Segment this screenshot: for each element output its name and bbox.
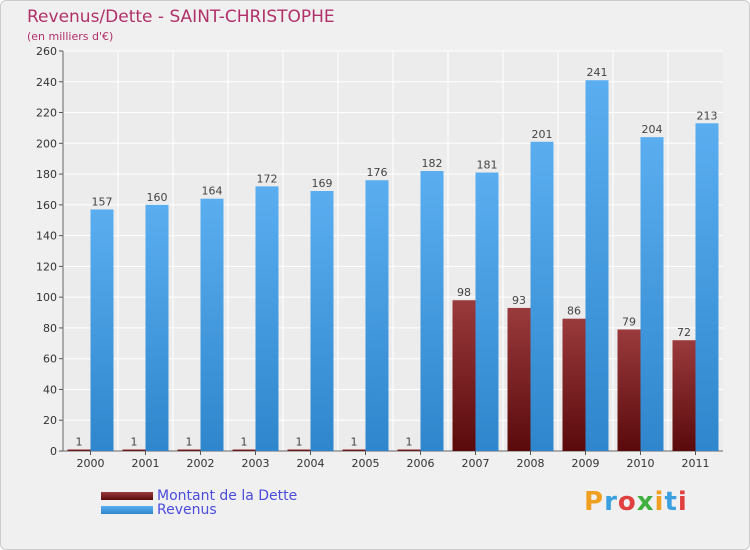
bar-debt-2009 (562, 318, 586, 451)
legend-swatch-revenus (101, 506, 153, 514)
legend-label-debt: Montant de la Dette (157, 488, 298, 504)
data-label-debt-2011: 72 (677, 326, 691, 339)
x-tick-label-2006: 2006 (407, 457, 435, 470)
data-label-debt-2008: 93 (512, 294, 526, 307)
legend-item-revenus: Revenus (101, 502, 217, 518)
logo-letter: o (617, 487, 637, 517)
data-label-revenus-2011: 213 (697, 109, 718, 122)
bar-revenus-2009 (585, 80, 609, 451)
y-tick-label: 120 (36, 260, 57, 273)
data-label-debt-2004: 1 (296, 435, 303, 448)
data-label-revenus-2010: 204 (642, 123, 663, 136)
bar-revenus-2007 (475, 172, 499, 452)
x-tick-label-2010: 2010 (627, 457, 655, 470)
logo-letter: r (604, 487, 618, 517)
logo-letter: x (636, 487, 655, 517)
bar-debt-2007 (452, 300, 476, 451)
y-tick-label: 260 (36, 45, 57, 58)
y-tick-label: 40 (43, 383, 57, 396)
chart-subtitle: (en milliers d'€) (27, 30, 114, 43)
data-label-revenus-2005: 176 (367, 166, 388, 179)
data-label-revenus-2000: 157 (92, 195, 113, 208)
x-tick-label-2007: 2007 (462, 457, 490, 470)
bar-debt-2005 (342, 449, 366, 451)
x-tick-label-2002: 2002 (187, 457, 215, 470)
bar-revenus-2008 (530, 141, 554, 451)
x-tick-label-2001: 2001 (132, 457, 160, 470)
bar-debt-2006 (397, 449, 421, 451)
legend-label-revenus: Revenus (157, 502, 217, 518)
bar-debt-2000 (67, 449, 91, 451)
bar-debt-2002 (177, 449, 201, 451)
data-label-debt-2003: 1 (241, 435, 248, 448)
data-label-debt-2010: 79 (622, 315, 636, 328)
data-label-debt-2005: 1 (351, 435, 358, 448)
bar-revenus-2001 (145, 204, 169, 451)
logo-letter: P (584, 487, 605, 517)
x-tick-label-2004: 2004 (297, 457, 325, 470)
x-tick-label-2011: 2011 (682, 457, 710, 470)
bar-revenus-2000 (90, 209, 114, 451)
bar-revenus-2011 (695, 123, 719, 452)
data-label-revenus-2008: 201 (532, 128, 553, 141)
data-label-debt-2009: 86 (567, 305, 581, 318)
bar-debt-2003 (232, 449, 256, 451)
bar-revenus-2003 (255, 186, 279, 451)
bar-revenus-2004 (310, 191, 334, 451)
logo-letter: i (677, 487, 688, 517)
x-tick-label-2003: 2003 (242, 457, 270, 470)
legend-item-debt: Montant de la Dette (101, 488, 297, 504)
y-tick-label: 20 (43, 414, 57, 427)
data-label-debt-2001: 1 (131, 435, 138, 448)
x-tick-label-2005: 2005 (352, 457, 380, 470)
bar-revenus-2010 (640, 137, 664, 451)
y-tick-label: 80 (43, 322, 57, 335)
y-tick-label: 100 (36, 291, 57, 304)
axes: 0 20 40 60 80 100 120 140 160 180 200 220 240 260 2000… (36, 45, 723, 470)
x-tick-label-2008: 2008 (517, 457, 545, 470)
data-label-debt-2007: 98 (457, 286, 471, 299)
chart-title: Revenus/Dette - SAINT-CHRISTOPHE (27, 7, 335, 27)
y-tick-label: 160 (36, 199, 57, 212)
y-tick-label: 140 (36, 230, 57, 243)
y-tick-label: 220 (36, 107, 57, 120)
bar-debt-2010 (617, 329, 641, 451)
y-tick-label: 200 (36, 137, 57, 150)
bar-debt-2004 (287, 449, 311, 451)
data-label-debt-2000: 1 (76, 435, 83, 448)
bar-debt-2008 (507, 307, 531, 451)
gridlines (63, 50, 723, 452)
data-label-revenus-2006: 182 (422, 157, 443, 170)
data-labels: 1 157 1 160 1 164 1 172 1 169 1 176 1 182 98 181 93 201 86… (76, 66, 718, 448)
bar-revenus-2002 (200, 198, 224, 451)
data-label-revenus-2004: 169 (312, 177, 333, 190)
legend-swatch-debt (101, 492, 153, 500)
y-tick-label: 180 (36, 168, 57, 181)
data-label-debt-2002: 1 (186, 435, 193, 448)
logo-letter: t (664, 487, 678, 517)
y-tick-label: 0 (50, 445, 57, 458)
bar-revenus-2006 (420, 171, 444, 451)
y-tick-label: 240 (36, 76, 57, 89)
bar-debt-2001 (122, 449, 146, 451)
x-tick-label-2009: 2009 (572, 457, 600, 470)
data-label-revenus-2002: 164 (202, 185, 223, 198)
x-tick-label-2000: 2000 (77, 457, 105, 470)
bars (67, 80, 719, 452)
bar-debt-2011 (672, 340, 696, 451)
logo-letter: i (654, 487, 665, 517)
data-label-debt-2006: 1 (406, 435, 413, 448)
data-label-revenus-2009: 241 (587, 66, 608, 79)
data-label-revenus-2001: 160 (147, 191, 168, 204)
bar-revenus-2005 (365, 180, 389, 451)
data-label-revenus-2007: 181 (477, 159, 498, 172)
proxiti-logo: Proxiti (584, 487, 688, 517)
y-tick-label: 60 (43, 353, 57, 366)
data-label-revenus-2003: 172 (257, 172, 278, 185)
